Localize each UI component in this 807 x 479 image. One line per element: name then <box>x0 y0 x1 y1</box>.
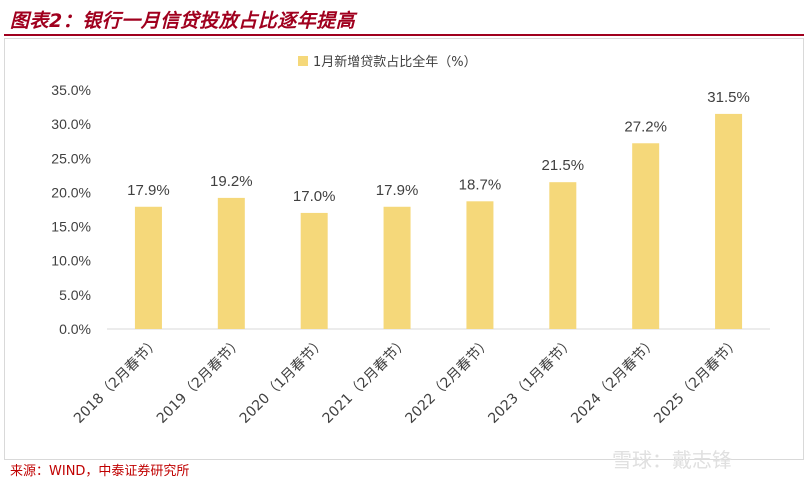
bar-data-label: 17.9% <box>376 182 419 199</box>
bar <box>300 212 328 329</box>
bar-data-label: 17.9% <box>127 182 170 199</box>
x-tick-label: 2023（1月春节） <box>485 335 577 427</box>
bar <box>549 182 577 329</box>
y-tick-label: 15.0% <box>51 219 91 235</box>
y-tick-label: 35.0% <box>51 82 91 98</box>
legend-swatch <box>298 56 308 66</box>
y-tick-label: 10.0% <box>51 253 91 269</box>
bar-data-label: 31.5% <box>707 89 750 106</box>
x-tick-label: 2022（2月春节） <box>402 335 494 427</box>
bar <box>217 197 245 329</box>
x-tick-label: 2025（2月春节） <box>651 335 743 427</box>
bar <box>715 113 743 330</box>
x-tick-label: 2020（1月春节） <box>237 335 329 427</box>
bar-chart: 1月新增贷款占比全年（%） 0.0% 5.0% 10.0% 15.0% 20.0% 25.0… <box>51 54 770 427</box>
y-tick-label: 30.0% <box>51 116 91 132</box>
bar <box>632 143 660 329</box>
figure-title: 图表2：银行一月信贷投放占比逐年提高 <box>10 10 356 32</box>
bar-data-label: 18.7% <box>459 176 502 193</box>
bar-data-label: 27.2% <box>624 118 667 135</box>
x-tick-label: 2019（2月春节） <box>154 335 246 427</box>
source-note: 来源：WIND，中泰证券研究所 <box>10 464 190 479</box>
bar-data-label: 21.5% <box>542 157 585 174</box>
bar <box>134 206 162 329</box>
x-tick-label: 2021（2月春节） <box>320 335 412 427</box>
title-underline <box>4 34 804 36</box>
y-tick-label: 5.0% <box>59 287 91 303</box>
bar <box>466 201 494 329</box>
y-tick-label: 25.0% <box>51 150 91 166</box>
title-bar: 图表2：银行一月信贷投放占比逐年提高 <box>0 0 807 36</box>
chart-frame <box>4 38 804 460</box>
x-tick-label: 2018（2月春节） <box>71 335 163 427</box>
bar <box>383 206 411 329</box>
legend-label: 1月新增贷款占比全年（%） <box>313 54 477 70</box>
watermark: 雪球：戴志锋 <box>612 448 732 472</box>
y-tick-label: 0.0% <box>59 321 91 337</box>
bar-data-label: 17.0% <box>293 188 336 205</box>
y-tick-label: 20.0% <box>51 184 91 200</box>
bar-data-label: 19.2% <box>210 173 253 190</box>
x-tick-label: 2024（2月春节） <box>568 335 660 427</box>
